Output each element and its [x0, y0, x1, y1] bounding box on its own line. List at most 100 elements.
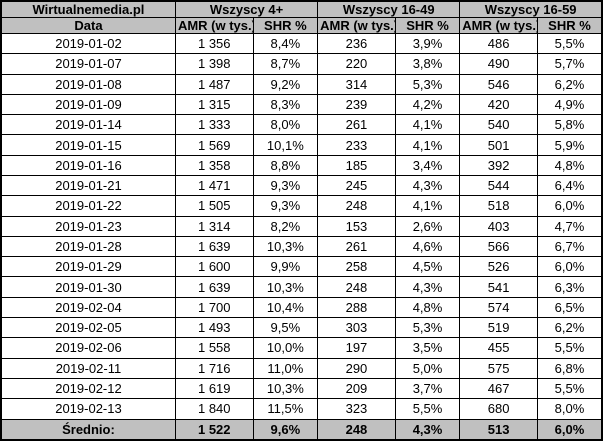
amr-cell: 467 — [459, 377, 538, 400]
amr-cell: 490 — [459, 53, 538, 75]
amr-column-header: AMR (w tys.) — [317, 17, 396, 34]
amr-cell: 245 — [317, 174, 396, 197]
amr-cell: 233 — [317, 134, 396, 156]
shr-cell: 5,3% — [394, 73, 461, 95]
shr-cell: 5,8% — [536, 114, 603, 136]
table-row: 2019-01-16 1 358 8,8% 185 3,4% 392 4,8% — [0, 154, 603, 176]
date-cell: 2019-01-30 — [0, 276, 176, 298]
table-row: 2019-01-30 1 639 10,3% 248 4,3% 541 6,3% — [0, 276, 603, 298]
shr-cell: 4,1% — [394, 134, 461, 156]
date-cell: 2019-01-22 — [0, 195, 176, 217]
shr-cell: 6,7% — [536, 235, 603, 258]
shr-cell: 10,3% — [252, 377, 319, 400]
table-row: 2019-02-11 1 716 11,0% 290 5,0% 575 6,8% — [0, 357, 603, 379]
table-row: 2019-02-13 1 840 11,5% 323 5,5% 680 8,0% — [0, 398, 603, 420]
shr-cell: 6,5% — [536, 296, 603, 318]
shr-cell: 4,8% — [394, 296, 461, 318]
shr-cell: 9,9% — [252, 256, 319, 278]
shr-cell: 4,3% — [394, 276, 461, 298]
amr-cell: 248 — [317, 276, 396, 298]
table-row: 2019-02-12 1 619 10,3% 209 3,7% 467 5,5% — [0, 377, 603, 400]
amr-cell: 1 716 — [174, 357, 254, 379]
shr-cell: 8,0% — [536, 398, 603, 420]
amr-cell: 1 358 — [174, 154, 254, 176]
amr-cell: 1 398 — [174, 53, 254, 75]
date-cell: 2019-01-02 — [0, 32, 176, 55]
table-row: 2019-01-09 1 315 8,3% 239 4,2% 420 4,9% — [0, 93, 603, 116]
shr-cell: 4,6% — [394, 235, 461, 258]
amr-cell: 540 — [459, 114, 538, 136]
shr-cell: 9,3% — [252, 195, 319, 217]
date-cell: 2019-01-23 — [0, 215, 176, 237]
amr-column-header: AMR (w tys.) — [459, 17, 538, 34]
shr-cell: 6,3% — [536, 276, 603, 298]
table-body: 2019-01-02 1 356 8,4% 236 3,9% 486 5,5% 2019-01… — [0, 32, 603, 420]
shr-cell: 10,0% — [252, 337, 319, 359]
amr-cell: 303 — [317, 316, 396, 339]
date-cell: 2019-01-16 — [0, 154, 176, 176]
amr-cell: 1 471 — [174, 174, 254, 197]
amr-cell: 261 — [317, 114, 396, 136]
amr-cell: 248 — [317, 195, 396, 217]
amr-cell: 1 315 — [174, 93, 254, 116]
table-row: 2019-01-21 1 471 9,3% 245 4,3% 544 6,4% — [0, 174, 603, 197]
shr-cell: 6,4% — [536, 174, 603, 197]
shr-column-header: SHR % — [394, 17, 461, 34]
amr-cell: 420 — [459, 93, 538, 116]
amr-cell: 1 493 — [174, 316, 254, 339]
shr-cell: 6,8% — [536, 357, 603, 379]
amr-cell: 1 840 — [174, 398, 254, 420]
summary-amr-16-49: 248 — [317, 418, 396, 441]
shr-cell: 8,2% — [252, 215, 319, 237]
shr-cell: 9,3% — [252, 174, 319, 197]
table-row: 2019-01-22 1 505 9,3% 248 4,1% 518 6,0% — [0, 195, 603, 217]
shr-cell: 4,1% — [394, 114, 461, 136]
shr-cell: 3,8% — [394, 53, 461, 75]
summary-shr-4plus: 9,6% — [252, 418, 319, 441]
brand-cell: Wirtualnemedia.pl — [0, 0, 176, 18]
shr-cell: 10,3% — [252, 235, 319, 258]
table-row: 2019-02-05 1 493 9,5% 303 5,3% 519 6,2% — [0, 316, 603, 339]
amr-cell: 1 569 — [174, 134, 254, 156]
shr-cell: 4,2% — [394, 93, 461, 116]
shr-cell: 6,2% — [536, 73, 603, 95]
summary-row: Średnio: 1 522 9,6% 248 4,3% 513 6,0% — [0, 418, 603, 441]
shr-column-header: SHR % — [536, 17, 603, 34]
summary-label: Średnio: — [0, 418, 176, 441]
shr-cell: 5,5% — [394, 398, 461, 420]
amr-cell: 1 639 — [174, 276, 254, 298]
shr-cell: 9,2% — [252, 73, 319, 95]
date-cell: 2019-02-11 — [0, 357, 176, 379]
summary-shr-16-49: 4,3% — [394, 418, 461, 441]
table-row: 2019-01-15 1 569 10,1% 233 4,1% 501 5,9% — [0, 134, 603, 156]
group-header-16-49: Wszyscy 16-49 — [317, 0, 461, 18]
shr-cell: 3,7% — [394, 377, 461, 400]
date-column-header: Data — [0, 17, 176, 34]
shr-cell: 5,0% — [394, 357, 461, 379]
date-cell: 2019-02-04 — [0, 296, 176, 318]
shr-cell: 3,4% — [394, 154, 461, 176]
amr-cell: 1 700 — [174, 296, 254, 318]
date-cell: 2019-01-28 — [0, 235, 176, 258]
summary-amr-16-59: 513 — [459, 418, 538, 441]
amr-cell: 290 — [317, 357, 396, 379]
amr-column-header: AMR (w tys.) — [174, 17, 254, 34]
table-row: 2019-01-08 1 487 9,2% 314 5,3% 546 6,2% — [0, 73, 603, 95]
date-cell: 2019-01-21 — [0, 174, 176, 197]
amr-cell: 1 356 — [174, 32, 254, 55]
amr-cell: 519 — [459, 316, 538, 339]
table-row: 2019-01-14 1 333 8,0% 261 4,1% 540 5,8% — [0, 114, 603, 136]
amr-cell: 323 — [317, 398, 396, 420]
amr-cell: 546 — [459, 73, 538, 95]
date-cell: 2019-01-15 — [0, 134, 176, 156]
shr-cell: 4,1% — [394, 195, 461, 217]
table-header: Wirtualnemedia.pl Wszyscy 4+ Wszyscy 16-… — [0, 0, 603, 34]
amr-cell: 261 — [317, 235, 396, 258]
shr-cell: 10,1% — [252, 134, 319, 156]
table-row: 2019-01-29 1 600 9,9% 258 4,5% 526 6,0% — [0, 256, 603, 278]
amr-cell: 566 — [459, 235, 538, 258]
date-cell: 2019-01-29 — [0, 256, 176, 278]
amr-cell: 541 — [459, 276, 538, 298]
shr-cell: 11,5% — [252, 398, 319, 420]
table-row: 2019-01-02 1 356 8,4% 236 3,9% 486 5,5% — [0, 32, 603, 55]
